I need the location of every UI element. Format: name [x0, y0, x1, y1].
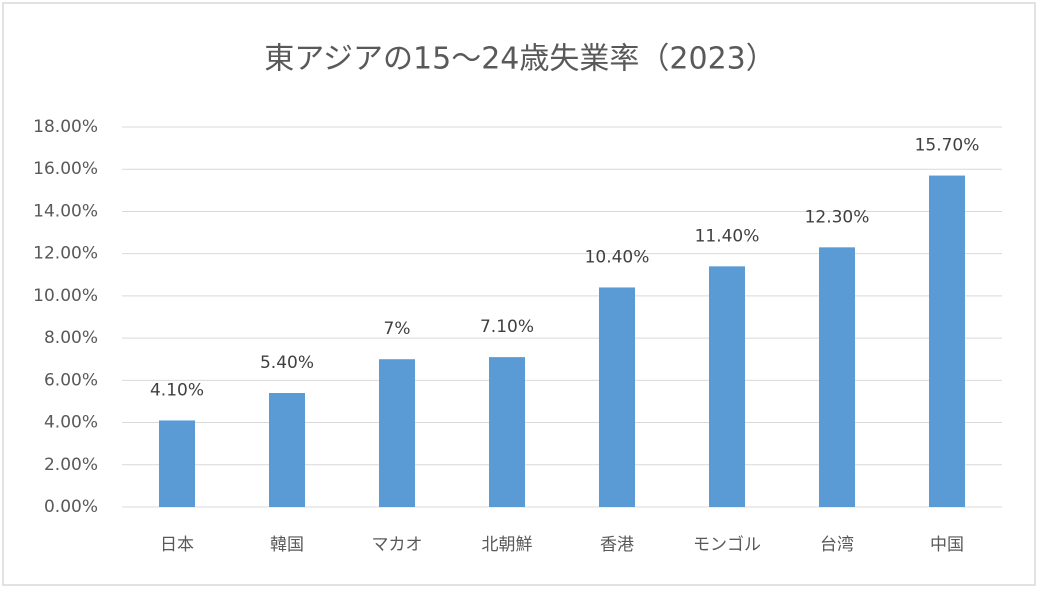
data-label: 12.30%: [805, 207, 870, 227]
y-tick-label: 14.00%: [33, 201, 98, 221]
data-label: 7.10%: [480, 317, 534, 337]
data-label: 4.10%: [150, 380, 204, 400]
bar: [489, 357, 525, 507]
y-tick-label: 2.00%: [44, 455, 98, 475]
y-tick-label: 4.00%: [44, 413, 98, 433]
x-tick-label: 中国: [930, 535, 964, 555]
y-tick-label: 16.00%: [33, 159, 98, 179]
bar: [269, 393, 305, 507]
bar: [819, 247, 855, 508]
data-label: 11.40%: [695, 226, 760, 246]
x-tick-label: 台湾: [820, 535, 854, 555]
y-tick-label: 12.00%: [33, 244, 98, 264]
chart-title: 東アジアの15～24歳失業率（2023）: [264, 42, 776, 77]
y-tick-label: 0.00%: [44, 497, 98, 517]
x-tick-label: マカオ: [372, 535, 423, 555]
x-tick-label: 香港: [600, 535, 634, 555]
y-tick-label: 6.00%: [44, 370, 98, 390]
y-tick-label: 10.00%: [33, 286, 98, 306]
bar: [709, 266, 745, 507]
data-label: 15.70%: [915, 136, 980, 156]
y-tick-label: 18.00%: [33, 117, 98, 137]
data-label: 10.40%: [585, 247, 650, 267]
y-tick-label: 8.00%: [44, 328, 98, 348]
x-tick-label: 日本: [160, 535, 194, 555]
data-label: 5.40%: [260, 353, 314, 373]
bar: [159, 420, 195, 507]
data-label: 7%: [384, 319, 411, 339]
x-tick-label: 北朝鮮: [482, 535, 533, 555]
bar: [599, 287, 635, 507]
x-tick-label: モンゴル: [693, 534, 761, 555]
bar: [379, 359, 415, 507]
bar: [929, 175, 965, 508]
x-tick-label: 韓国: [270, 535, 304, 555]
